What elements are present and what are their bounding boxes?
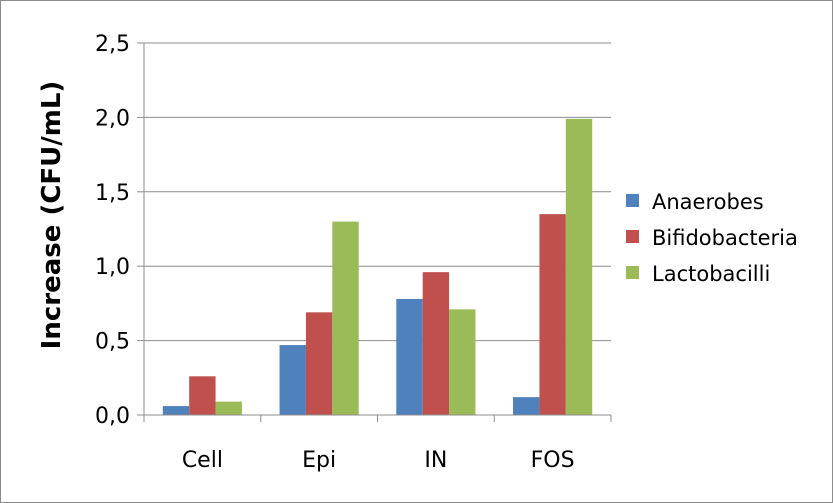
bar-bifidobacteria-cell: [189, 376, 216, 415]
x-category-label: FOS: [531, 448, 575, 473]
bar-lactobacilli-fos: [565, 118, 593, 415]
y-tick-label: 1,5: [95, 181, 130, 206]
bar-lactobacilli-cell: [215, 401, 242, 415]
y-tick-label: 2,0: [95, 106, 130, 131]
bar-bifidobacteria-in: [422, 272, 450, 415]
bar-anaerobes-cell: [162, 406, 190, 415]
legend-swatch: [626, 230, 639, 243]
bar-anaerobes-in: [396, 298, 423, 415]
bars: [162, 118, 593, 415]
x-category-label: IN: [424, 448, 447, 473]
legend-entry: Bifidobacteria: [652, 226, 798, 250]
x-category-labels: Cell Epi IN FOS: [182, 448, 575, 473]
legend-swatch: [626, 194, 639, 207]
legend-entry: Anaerobes: [652, 190, 764, 214]
axes: [143, 43, 612, 422]
bar-bifidobacteria-epi: [305, 312, 333, 415]
legend-swatch: [626, 266, 639, 279]
legend: Anaerobes Bifidobacteria Lactobacilli: [626, 190, 798, 286]
legend-entry: Lactobacilli: [652, 262, 770, 286]
y-tick-label: 0,5: [95, 330, 130, 355]
bar-lactobacilli-epi: [332, 221, 359, 415]
bar-anaerobes-fos: [513, 397, 540, 415]
y-axis-label: Increase (CFU/mL): [37, 81, 67, 350]
y-tick-labels: 0,0 0,5 1,0 1,5 2,0 2,5: [95, 32, 130, 429]
gridlines: [137, 42, 611, 416]
y-tick-label: 1,0: [95, 255, 130, 280]
y-tick-label: 2,5: [95, 32, 130, 57]
bar-bifidobacteria-fos: [539, 214, 566, 415]
bar-lactobacilli-in: [449, 309, 476, 415]
y-tick-label: 0,0: [95, 404, 130, 429]
bar-anaerobes-epi: [279, 345, 306, 415]
x-category-label: Epi: [302, 448, 336, 473]
x-category-label: Cell: [182, 448, 223, 473]
